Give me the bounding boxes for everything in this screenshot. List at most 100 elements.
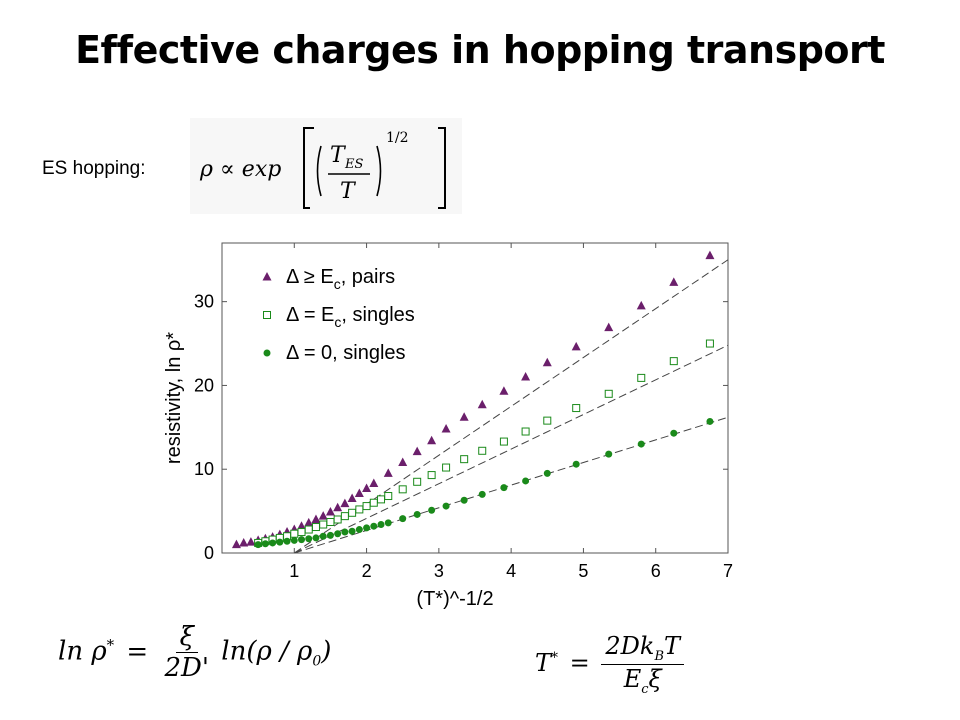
data-point-series-2 bbox=[340, 512, 349, 521]
data-point-series-2 bbox=[637, 373, 646, 382]
data-point-series-2 bbox=[362, 502, 371, 511]
data-point-series-2 bbox=[377, 495, 386, 504]
ln-rho-rhs-close: ) bbox=[321, 636, 332, 667]
data-point-series-3 bbox=[312, 534, 320, 542]
data-point-series-3 bbox=[522, 477, 530, 485]
data-point-series-3 bbox=[442, 502, 450, 510]
data-point-series-3 bbox=[276, 538, 284, 546]
data-point-series-3 bbox=[298, 536, 306, 544]
es-formula-rho: ρ ∝ exp bbox=[199, 157, 281, 182]
data-point-series-2 bbox=[442, 463, 451, 472]
data-point-series-1 bbox=[297, 521, 307, 530]
data-point-series-2 bbox=[311, 523, 320, 532]
resistivity-chart: 1 2 3 4 5 6 7 0 10 20 30 (T*)^-1/2 resistivity, l… bbox=[163, 242, 733, 610]
legend-marker bbox=[263, 311, 271, 319]
data-point-series-3 bbox=[254, 541, 262, 549]
data-point-series-3 bbox=[637, 440, 645, 448]
data-point-series-3 bbox=[283, 537, 291, 545]
data-point-series-1 bbox=[246, 537, 256, 546]
data-point-series-2 bbox=[384, 492, 393, 501]
legend-marker bbox=[262, 272, 272, 281]
data-point-series-2 bbox=[604, 389, 613, 398]
t-star-lhs: T bbox=[535, 648, 552, 677]
data-point-series-1 bbox=[705, 250, 715, 260]
ln-rho-lhs-sup: * bbox=[106, 635, 115, 654]
left-paren bbox=[316, 145, 322, 197]
data-point-series-2 bbox=[319, 520, 328, 529]
data-point-series-3 bbox=[413, 510, 421, 518]
ln-rho-frac-num: ξ bbox=[175, 622, 198, 653]
data-point-series-1 bbox=[239, 537, 249, 547]
x-tick-label: 1 bbox=[289, 561, 299, 581]
data-point-series-3 bbox=[363, 524, 371, 532]
data-point-series-1 bbox=[383, 468, 393, 477]
t-star-frac: 2DkBT Ecξ bbox=[601, 632, 685, 697]
x-tick-label: 3 bbox=[434, 561, 444, 581]
data-point-series-2 bbox=[348, 508, 357, 517]
data-point-series-1 bbox=[398, 457, 408, 467]
data-point-series-1 bbox=[311, 514, 321, 523]
data-point-series-1 bbox=[318, 511, 328, 520]
t-star-frac-den-tail: ξ bbox=[648, 664, 662, 693]
right-paren bbox=[376, 145, 382, 197]
data-point-series-1 bbox=[521, 372, 531, 381]
x-tick-label: 6 bbox=[651, 561, 661, 581]
data-point-series-1 bbox=[499, 386, 509, 395]
data-point-series-1 bbox=[441, 424, 451, 433]
t-star-frac-den: E bbox=[623, 664, 642, 693]
data-point-series-3 bbox=[334, 530, 342, 538]
es-frac-num: T bbox=[330, 143, 347, 168]
data-point-series-1 bbox=[636, 300, 646, 310]
data-point-series-1 bbox=[231, 539, 241, 549]
data-point-series-3 bbox=[341, 528, 349, 536]
data-point-series-1 bbox=[604, 322, 614, 332]
data-point-series-3 bbox=[348, 527, 356, 535]
data-point-series-3 bbox=[319, 532, 327, 540]
data-point-series-2 bbox=[355, 505, 364, 514]
legend-label: Δ = Ec, singles bbox=[286, 304, 415, 330]
data-point-series-2 bbox=[413, 477, 422, 486]
es-hopping-label: ES hopping: bbox=[42, 158, 146, 179]
data-point-series-3 bbox=[399, 515, 407, 523]
data-point-series-3 bbox=[326, 531, 334, 539]
legend-label: Δ ≥ Ec, pairs bbox=[286, 266, 395, 292]
data-point-series-3 bbox=[269, 539, 277, 547]
data-point-series-3 bbox=[478, 490, 486, 498]
t-star-frac-num-sub: B bbox=[654, 648, 665, 664]
data-point-series-1 bbox=[412, 446, 422, 456]
data-point-series-1 bbox=[571, 341, 581, 351]
data-point-series-3 bbox=[460, 496, 468, 504]
ln-rho-rhs: ln(ρ / ρ bbox=[221, 636, 313, 667]
data-point-series-1 bbox=[362, 483, 372, 492]
data-point-series-1 bbox=[427, 435, 437, 445]
data-point-series-1 bbox=[347, 493, 357, 503]
data-point-series-2 bbox=[297, 528, 306, 537]
data-point-series-2 bbox=[304, 525, 313, 534]
data-point-series-2 bbox=[369, 498, 378, 507]
t-star-lhs-sup: * bbox=[551, 649, 559, 666]
t-star-frac-num: 2Dk bbox=[605, 632, 655, 660]
x-tick-label: 2 bbox=[362, 561, 372, 581]
data-point-series-1 bbox=[304, 517, 314, 527]
data-point-series-2 bbox=[333, 515, 342, 524]
data-point-series-2 bbox=[705, 339, 714, 348]
data-point-series-1 bbox=[369, 478, 379, 487]
fit-line bbox=[294, 344, 729, 554]
data-point-series-3 bbox=[305, 535, 313, 543]
data-point-series-1 bbox=[542, 357, 552, 367]
plot-frame bbox=[221, 242, 729, 554]
legend-label: Δ = 0, singles bbox=[286, 342, 406, 364]
t-star-formula: T* = 2DkBT Ecξ bbox=[535, 632, 685, 697]
t-star-frac-num-tail: T bbox=[664, 632, 681, 660]
data-point-series-3 bbox=[428, 506, 436, 514]
data-point-series-2 bbox=[543, 416, 552, 425]
data-point-series-1 bbox=[354, 488, 364, 498]
x-tick-label: 5 bbox=[578, 561, 588, 581]
data-point-series-2 bbox=[572, 404, 581, 413]
y-tick-label: 30 bbox=[194, 292, 214, 312]
ln-rho-lhs: ln ρ bbox=[58, 636, 107, 667]
data-point-series-3 bbox=[572, 460, 580, 468]
right-bracket bbox=[438, 127, 446, 209]
data-point-series-3 bbox=[290, 536, 298, 544]
data-point-series-1 bbox=[340, 498, 350, 508]
